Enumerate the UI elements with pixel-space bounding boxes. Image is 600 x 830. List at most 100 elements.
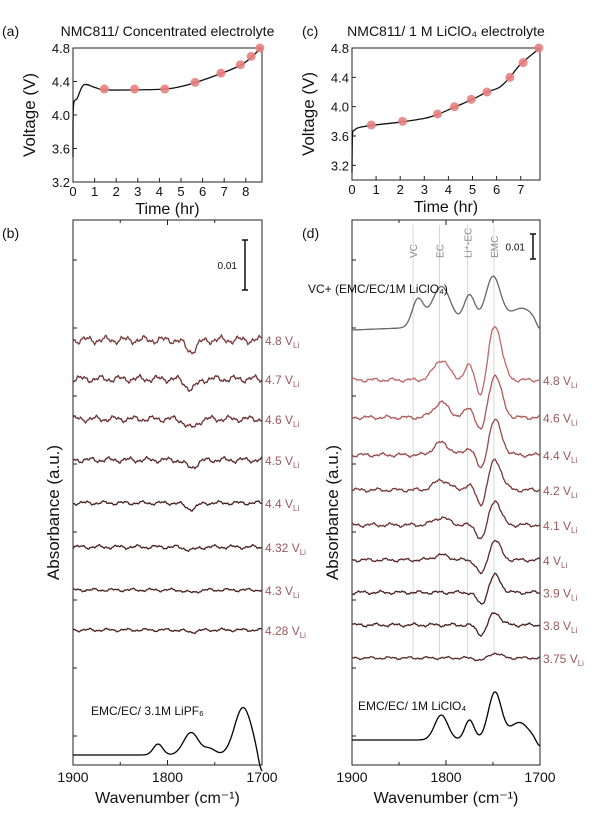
data-point-marker (398, 116, 408, 126)
spectrum-voltage-label: 4.8 VLi (265, 334, 299, 350)
spectrum-trace (351, 572, 541, 605)
spectrum-voltage-label: 4.2 VLi (543, 484, 577, 500)
voltage-value: 4.1 V (543, 519, 571, 533)
x-tick-label: 0 (69, 184, 76, 199)
x-tick-label: 6 (493, 182, 500, 197)
spectrum-voltage-label: 3.9 VLi (543, 587, 577, 603)
voltage-value: 4.8 V (543, 374, 571, 388)
voltage-value: 4.4 V (265, 497, 293, 511)
plot-frame (351, 47, 541, 181)
reference-label: EMC/EC/ 3.1M LiPF₆ (91, 704, 204, 718)
y-tick-label: 4.0 (331, 100, 349, 115)
data-point-marker (534, 43, 544, 53)
voltage-value: 3.9 V (543, 587, 571, 601)
reference-spectrum (73, 706, 263, 772)
spectrum-voltage-label: 4.6 VLi (543, 412, 577, 428)
x-tick-label: 6 (199, 184, 206, 199)
x-tick-label: 1700 (246, 769, 277, 785)
voltage-subscript: Li (571, 626, 577, 635)
spectrum-trace (351, 539, 541, 575)
x-tick-label: 1900 (336, 769, 367, 785)
voltage-value: 4.8 V (265, 334, 293, 348)
spectrum-trace (72, 587, 263, 594)
voltage-value: 3.75 V (543, 652, 578, 666)
spectrum-trace (72, 455, 263, 470)
spectrum-trace (72, 333, 263, 355)
spectra-panel-d: (d) 1900 1800 1700 Wavenumber (cm⁻¹) Absorban… (302, 219, 584, 807)
spectrum-trace (351, 418, 541, 469)
data-point-marker (235, 60, 245, 70)
voltage-value: 4.32 V (265, 541, 300, 555)
x-tick-label: 4 (445, 182, 452, 197)
x-tick-label: 1900 (57, 769, 88, 785)
spectrum-voltage-label: 4.1 VLi (543, 519, 577, 535)
spectrum-voltage-label: 4.4 VLi (543, 449, 577, 465)
panel-label: (a) (2, 23, 19, 39)
voltage-subscript: Li (571, 491, 577, 500)
y-axis-label: Absorbance (a.u.) (323, 445, 342, 580)
y-tick-label: 3.2 (331, 158, 349, 173)
data-point-marker (505, 72, 515, 82)
panel-label: (c) (302, 23, 318, 39)
spectrum-voltage-label: 4.3 VLi (265, 584, 299, 600)
x-tick-label: 7 (221, 184, 228, 199)
voltage-value: 4.4 V (543, 449, 571, 463)
panel-title: NMC811/ 1 M LiClO₄ electrolyte (347, 23, 545, 39)
x-tick-label: 3 (134, 184, 141, 199)
data-point-marker (99, 84, 109, 94)
plot-frame (351, 219, 541, 766)
y-tick-label: 3.6 (331, 129, 349, 144)
data-point-marker (482, 87, 492, 97)
x-tick-label: 2 (397, 182, 404, 197)
voltage-curve (351, 47, 541, 173)
x-tick-label: 1800 (430, 769, 461, 785)
voltage-curve (72, 47, 262, 157)
spectrum-trace (351, 652, 540, 662)
y-tick-label: 3.2 (52, 175, 70, 190)
y-tick-label: 3.6 (52, 142, 70, 157)
voltage-subscript: Li (293, 591, 299, 600)
voltage-value: 4.6 V (265, 413, 293, 427)
spectrum-trace (351, 374, 541, 430)
vc-reference-spectrum (352, 275, 541, 331)
voltage-subscript: Li (571, 594, 577, 603)
x-axis-label: Wavenumber (cm⁻¹) (95, 790, 240, 807)
voltage-value: 4.6 V (543, 412, 571, 426)
scale-bar-label: 0.01 (506, 243, 526, 254)
data-point-marker (190, 77, 200, 87)
vc-reference-label: VC+ (EMC/EC/1M LiClO₄) (308, 282, 448, 296)
x-axis-label: Time (hr) (414, 199, 478, 216)
spectrum-trace (351, 612, 541, 637)
data-point-marker (366, 120, 376, 130)
data-point-marker (160, 84, 170, 94)
voltage-subscript: Li (571, 419, 577, 428)
spectrum-voltage-label: 4.7 VLi (265, 373, 299, 389)
voltage-value: 4.3 V (265, 584, 293, 598)
voltage-value: 3.8 V (543, 619, 571, 633)
band-marker-label: VC (409, 244, 420, 258)
y-tick-label: 4.8 (52, 41, 70, 56)
voltage-subscript: Li (293, 461, 299, 470)
reference-spectrum (352, 691, 541, 747)
band-marker-label: Li⁺-EC (464, 228, 475, 258)
x-tick-label: 1700 (524, 769, 555, 785)
voltage-subscript: Li (293, 504, 299, 513)
x-tick-label: 1 (91, 184, 98, 199)
voltage-subscript: Li (300, 631, 306, 640)
x-tick-label: 8 (242, 184, 249, 199)
spectrum-trace (72, 373, 263, 393)
data-point-marker (130, 84, 140, 94)
data-point-marker (518, 58, 528, 68)
spectrum-voltage-label: 3.75 VLi (543, 652, 584, 668)
voltage-subscript: Li (561, 561, 567, 570)
voltage-subscript: Li (293, 341, 299, 350)
x-tick-label: 5 (177, 184, 184, 199)
x-axis-label: Wavenumber (cm⁻¹) (374, 790, 519, 807)
voltage-subscript: Li (571, 381, 577, 390)
x-tick-label: 5 (469, 182, 476, 197)
data-point-marker (246, 51, 256, 61)
y-tick-label: 4.8 (331, 41, 349, 56)
x-axis-label: Time (hr) (135, 201, 199, 218)
